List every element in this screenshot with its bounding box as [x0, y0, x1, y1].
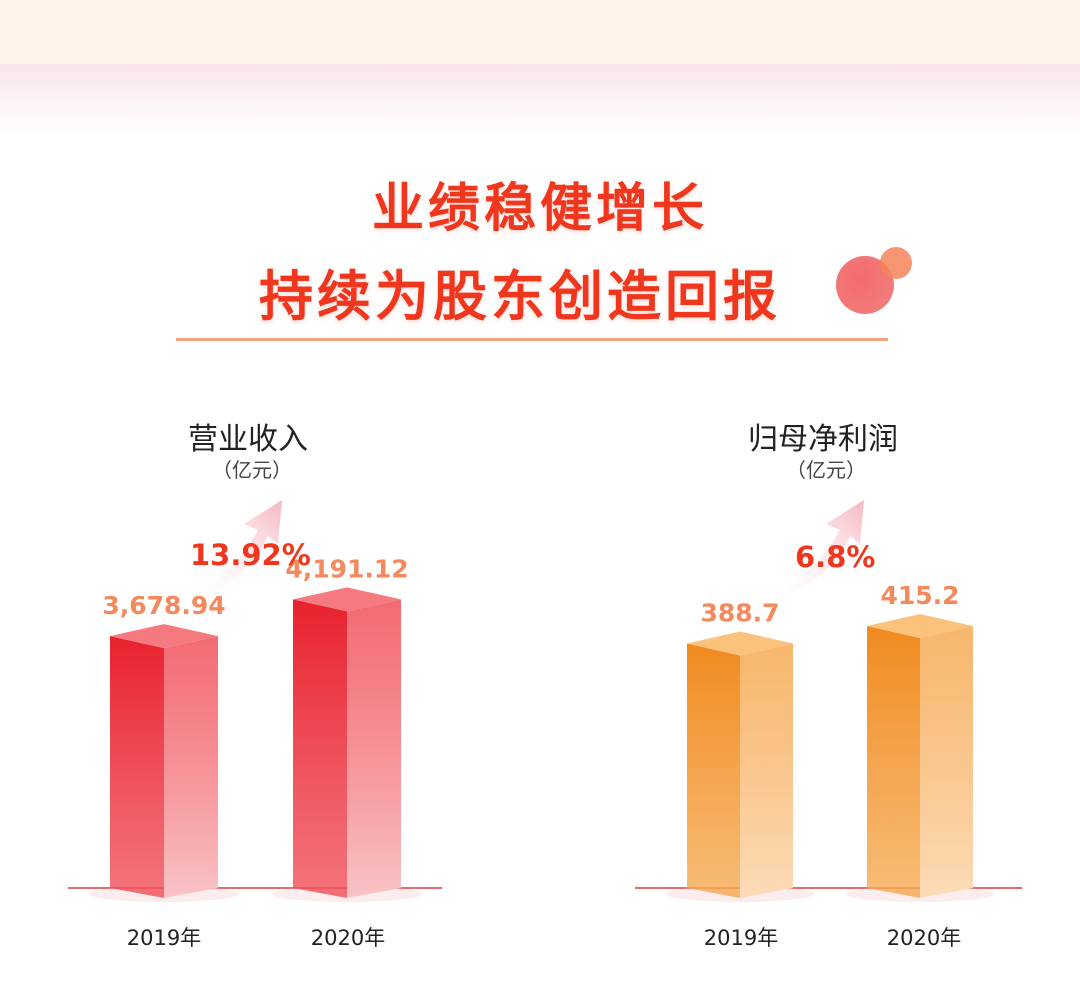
net-profit-value-label-0: 388.7: [700, 598, 779, 627]
revenue-bar-2019年-right-face: [164, 636, 218, 898]
net-profit-bar-2019年-top-face: [687, 631, 793, 656]
net-profit-bar-2020年-left-face: [867, 625, 920, 898]
net-profit-category-label-2019: 2019年: [703, 926, 779, 950]
revenue-chart-unit: （亿元）: [212, 458, 292, 482]
net-profit-category-label-2020: 2020年: [886, 926, 962, 950]
revenue-chart-title: 营业收入: [188, 422, 308, 457]
revenue-bar-2020年-top-face: [293, 587, 401, 612]
headline-line-2: 持续为股东创造回报: [259, 265, 781, 328]
net-profit-growth-arrow: [762, 500, 864, 600]
net-profit-bar-2019年-left-face: [687, 643, 740, 898]
revenue-growth-label: 13.92%: [190, 538, 311, 572]
net-profit-bar-2020年-right-face: [920, 625, 973, 898]
net-profit-growth-label: 6.8%: [795, 540, 876, 574]
net-profit-chart-unit: （亿元）: [786, 458, 866, 482]
revenue-growth-arrow: [180, 500, 282, 600]
top-banner-band: [0, 0, 1080, 64]
headline-line-1: 业绩稳健增长: [371, 179, 708, 239]
revenue-value-label-1: 4,191.12: [285, 554, 408, 583]
net-profit-bar-2019年-right-face: [740, 643, 793, 898]
headline-underline: [176, 338, 888, 341]
revenue-bar-2019年-left-face: [110, 636, 164, 898]
net-profit-bar-2020年-top-face: [867, 613, 973, 638]
revenue-bar-2019年-top-face: [110, 624, 218, 649]
revenue-category-label-2020: 2020年: [310, 926, 386, 950]
top-banner-shadow: [0, 64, 1080, 134]
net-profit-chart-title: 归母净利润: [748, 422, 898, 457]
revenue-bar-2020年-right-face: [347, 599, 401, 898]
revenue-bar-2020年-left-face: [293, 599, 347, 898]
revenue-category-label-2019: 2019年: [126, 926, 202, 950]
decorative-circle-small: [880, 247, 912, 279]
revenue-value-label-0: 3,678.94: [102, 591, 225, 620]
net-profit-value-label-1: 415.2: [880, 581, 959, 610]
